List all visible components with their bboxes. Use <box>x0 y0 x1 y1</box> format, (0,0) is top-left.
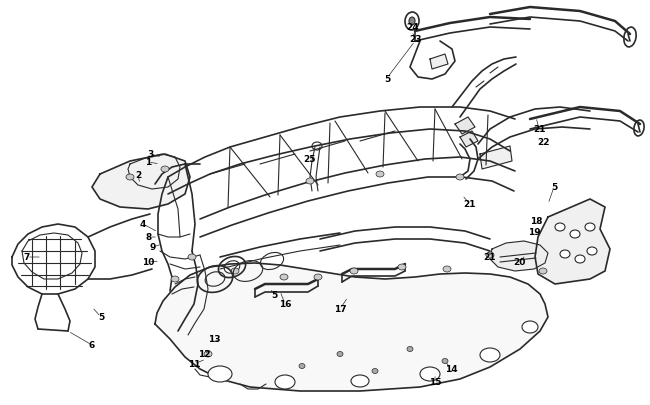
Polygon shape <box>128 155 180 190</box>
Text: 6: 6 <box>89 341 95 350</box>
Ellipse shape <box>398 264 406 270</box>
Ellipse shape <box>376 172 384 177</box>
Text: 21: 21 <box>484 253 496 262</box>
Polygon shape <box>480 147 512 170</box>
Polygon shape <box>455 118 475 135</box>
Ellipse shape <box>161 166 169 173</box>
Ellipse shape <box>306 179 314 185</box>
Text: 10: 10 <box>142 258 154 267</box>
Ellipse shape <box>570 230 580 239</box>
Ellipse shape <box>480 348 500 362</box>
Ellipse shape <box>351 375 369 387</box>
Text: 11: 11 <box>188 360 200 369</box>
Ellipse shape <box>442 358 448 364</box>
Polygon shape <box>92 155 190 209</box>
Ellipse shape <box>456 175 464 181</box>
Ellipse shape <box>231 269 239 274</box>
Ellipse shape <box>407 347 413 352</box>
Text: 5: 5 <box>271 291 277 300</box>
Ellipse shape <box>350 269 358 274</box>
Polygon shape <box>155 263 548 391</box>
Text: 9: 9 <box>150 243 156 252</box>
Ellipse shape <box>539 269 547 274</box>
Text: 5: 5 <box>551 183 557 192</box>
Polygon shape <box>535 200 610 284</box>
Text: 16: 16 <box>279 300 291 309</box>
Text: 13: 13 <box>208 335 220 344</box>
Text: 21: 21 <box>533 125 545 134</box>
Ellipse shape <box>299 364 305 369</box>
Ellipse shape <box>555 224 565 231</box>
Text: 18: 18 <box>530 217 542 226</box>
Ellipse shape <box>409 18 415 26</box>
Text: 5: 5 <box>98 313 104 322</box>
Ellipse shape <box>126 175 134 181</box>
Text: 3: 3 <box>147 150 153 159</box>
Text: 24: 24 <box>407 23 419 32</box>
Ellipse shape <box>575 256 585 263</box>
Text: 1: 1 <box>145 158 151 167</box>
Text: 5: 5 <box>384 74 390 83</box>
Text: 15: 15 <box>429 377 441 386</box>
Ellipse shape <box>314 274 322 280</box>
Ellipse shape <box>280 274 288 280</box>
Text: 8: 8 <box>146 233 152 242</box>
Ellipse shape <box>560 250 570 258</box>
Text: 25: 25 <box>304 155 317 164</box>
Ellipse shape <box>208 366 232 382</box>
Ellipse shape <box>486 252 494 258</box>
Polygon shape <box>430 55 448 70</box>
Ellipse shape <box>337 352 343 357</box>
Text: 23: 23 <box>409 35 421 45</box>
Ellipse shape <box>420 367 440 381</box>
Text: 2: 2 <box>135 171 141 180</box>
Text: 7: 7 <box>24 253 30 262</box>
Text: 12: 12 <box>198 350 210 358</box>
Ellipse shape <box>204 351 212 357</box>
Ellipse shape <box>522 321 538 333</box>
Text: 19: 19 <box>528 228 540 237</box>
Text: 17: 17 <box>333 305 346 314</box>
Text: 22: 22 <box>537 138 549 147</box>
Ellipse shape <box>443 266 451 272</box>
Text: 20: 20 <box>513 258 525 267</box>
Text: 14: 14 <box>445 364 458 373</box>
Text: 4: 4 <box>140 220 146 229</box>
Ellipse shape <box>171 276 179 282</box>
Ellipse shape <box>587 247 597 256</box>
Ellipse shape <box>372 369 378 373</box>
Ellipse shape <box>275 375 295 389</box>
Ellipse shape <box>188 254 196 260</box>
Polygon shape <box>490 241 548 271</box>
Polygon shape <box>460 132 478 148</box>
Ellipse shape <box>585 224 595 231</box>
Text: 21: 21 <box>463 200 476 209</box>
